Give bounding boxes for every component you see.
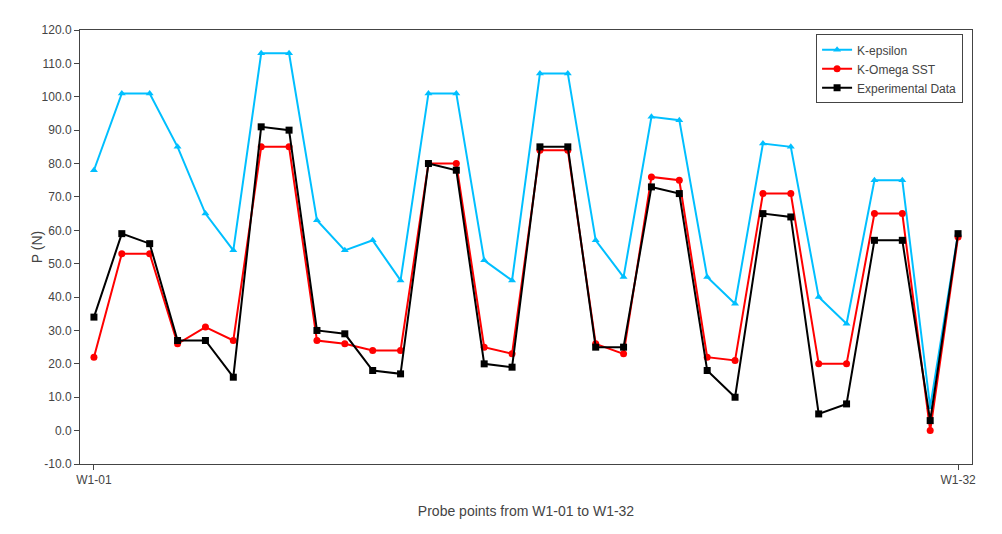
svg-text:Probe points from W1-01 to W1-: Probe points from W1-01 to W1-32 xyxy=(418,503,635,519)
svg-text:K-epsilon: K-epsilon xyxy=(857,44,907,58)
svg-text:-10.0: -10.0 xyxy=(44,457,72,471)
svg-text:20.0: 20.0 xyxy=(48,357,72,371)
svg-text:10.0: 10.0 xyxy=(48,390,72,404)
svg-text:70.0: 70.0 xyxy=(48,190,72,204)
svg-text:120.0: 120.0 xyxy=(42,23,72,37)
svg-text:W1-32: W1-32 xyxy=(940,473,976,487)
svg-text:Experimental Data: Experimental Data xyxy=(857,82,956,96)
svg-text:110.0: 110.0 xyxy=(42,57,71,71)
svg-text:K-Omega SST: K-Omega SST xyxy=(857,63,936,77)
svg-text:0.0: 0.0 xyxy=(55,424,72,438)
svg-text:W1-01: W1-01 xyxy=(76,473,112,487)
svg-text:100.0: 100.0 xyxy=(42,90,72,104)
svg-text:80.0: 80.0 xyxy=(48,157,72,171)
svg-text:60.0: 60.0 xyxy=(48,224,72,238)
svg-text:P (N): P (N) xyxy=(29,231,45,263)
svg-text:40.0: 40.0 xyxy=(48,290,72,304)
svg-text:50.0: 50.0 xyxy=(48,257,72,271)
svg-text:30.0: 30.0 xyxy=(48,324,72,338)
svg-text:90.0: 90.0 xyxy=(48,123,72,137)
